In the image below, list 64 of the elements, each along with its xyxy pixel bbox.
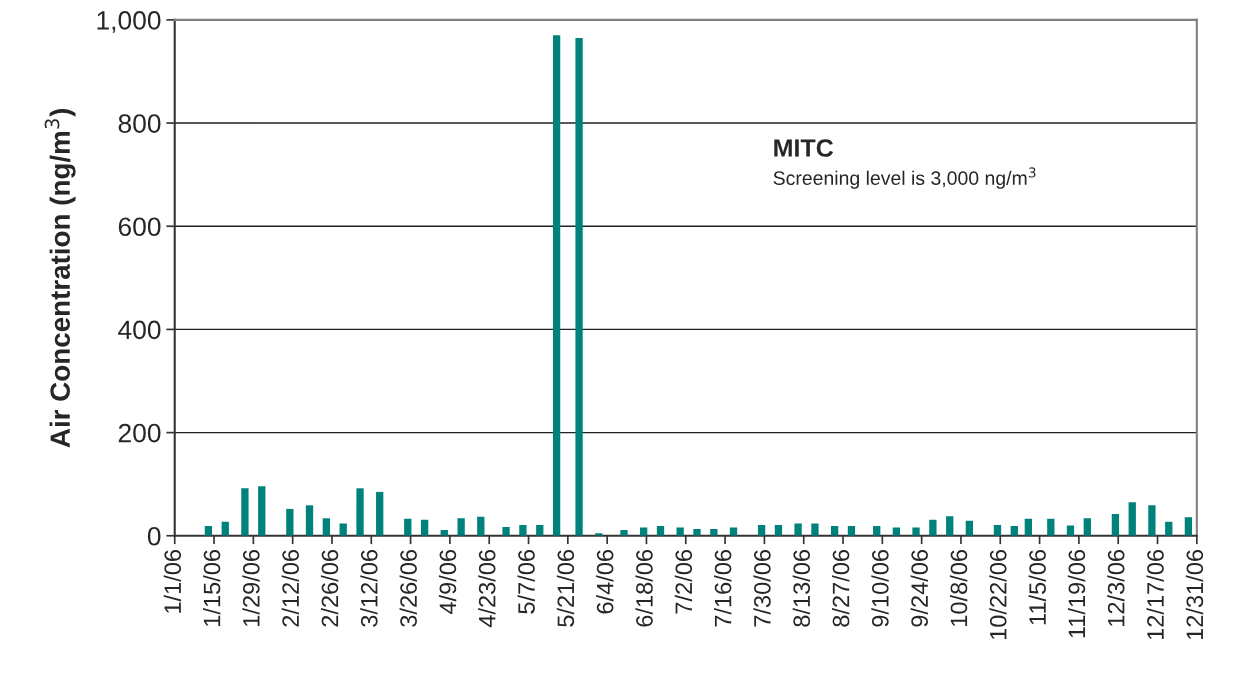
y-tick-label: 0: [147, 526, 161, 546]
y-tick-label: 400: [118, 320, 161, 340]
bar: [502, 527, 510, 536]
bar: [1066, 525, 1075, 536]
bar: [693, 529, 701, 536]
x-tick-label: 3/26/06: [399, 549, 417, 627]
x-tick-label: 7/16/06: [714, 549, 732, 627]
bar: [356, 488, 364, 536]
x-tick-label: 8/27/06: [832, 549, 850, 627]
bar: [811, 523, 819, 536]
annotation: Screening level is 3,000 ng/m$^{3}$: [773, 167, 1036, 189]
bar: [710, 529, 718, 536]
x-tick-label: 7/2/06: [674, 549, 693, 614]
x-tick-label: 1/15/06: [203, 549, 221, 626]
x-tick-label: 5/7/06: [517, 549, 535, 614]
x-tick-label: 9/10/06: [871, 549, 889, 627]
y-axis-title: Air Concentration (ng/m$^{3}$): [44, 108, 76, 448]
bar: [620, 530, 628, 536]
bar: [1128, 502, 1136, 536]
x-tick-label: 10/22/06: [989, 549, 1007, 640]
bar: [946, 516, 954, 536]
y-tick-label: 800: [118, 114, 161, 133]
x-tick-label: 4/23/06: [478, 549, 496, 628]
y-tick-label: 1,000: [97, 11, 161, 33]
x-tick-label: 1/29/06: [242, 549, 260, 626]
x-tick-label: 12/17/06: [1146, 549, 1164, 640]
x-tick-label: 7/30/06: [753, 549, 771, 627]
x-tick-label: 1/1/06: [163, 549, 182, 613]
x-tick-label: 3/12/06: [360, 549, 378, 627]
bar: [339, 523, 347, 536]
x-tick-label: 5/21/06: [556, 549, 575, 627]
bar: [965, 520, 974, 536]
bar: [1148, 505, 1156, 536]
bar: [477, 516, 485, 536]
x-tick-label: 6/4/06: [596, 549, 614, 614]
x-tick-label: 9/24/06: [910, 549, 928, 627]
bar: [420, 519, 429, 536]
bar: [794, 523, 802, 536]
bar: [1047, 518, 1055, 536]
x-tick-label: 2/26/06: [320, 549, 339, 627]
bar: [929, 519, 937, 536]
bar: [1184, 517, 1193, 536]
x-tick-label: 10/8/06: [949, 549, 968, 626]
bar: [1111, 514, 1120, 536]
x-tick-label: 8/13/06: [792, 549, 811, 627]
bar: [1024, 518, 1032, 536]
x-tick-label: 12/3/06: [1107, 549, 1125, 626]
y-tick-label: 600: [118, 217, 161, 237]
x-tick-label: 11/19/06: [1067, 549, 1086, 638]
bar: [1083, 518, 1091, 536]
bar: [519, 524, 527, 536]
x-tick-label: 4/9/06: [438, 549, 457, 615]
x-tick-label: 2/12/06: [281, 549, 299, 627]
bar: [912, 527, 920, 536]
bar: [404, 518, 412, 536]
x-tick-label: 11/5/06: [1028, 549, 1046, 625]
x-tick-label: 6/18/06: [635, 549, 653, 627]
bar: [457, 518, 465, 536]
y-tick-label: 200: [118, 423, 161, 443]
annotation: MITC: [774, 139, 834, 157]
bar: [376, 491, 384, 536]
x-tick-label: 12/31/06: [1185, 549, 1204, 640]
bar: [552, 35, 561, 536]
bar: [575, 37, 583, 536]
